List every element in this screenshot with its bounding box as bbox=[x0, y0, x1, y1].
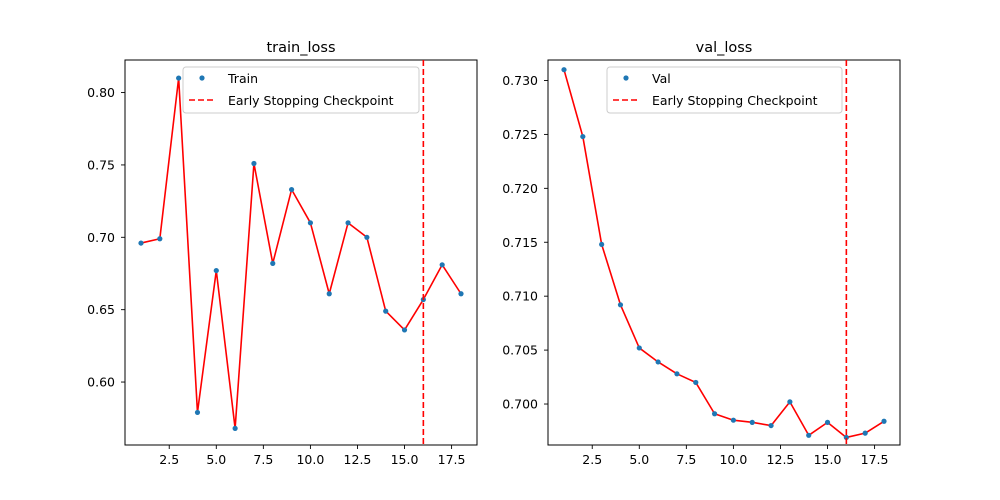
y-tick-label: 0.65 bbox=[87, 302, 115, 317]
legend-box bbox=[182, 66, 420, 114]
y-tick-label: 0.720 bbox=[502, 181, 538, 196]
legend-label: Train bbox=[227, 71, 258, 86]
x-tick-label: 12.5 bbox=[344, 452, 372, 467]
data-point bbox=[364, 234, 370, 240]
x-tick-label: 5.0 bbox=[629, 452, 649, 467]
axes-frame bbox=[124, 59, 478, 446]
data-point bbox=[176, 75, 182, 81]
data-point bbox=[787, 399, 793, 405]
data-point bbox=[383, 308, 389, 314]
data-point bbox=[232, 425, 238, 431]
legend-box bbox=[606, 66, 843, 114]
data-point bbox=[157, 236, 163, 242]
y-tick-label: 0.80 bbox=[87, 85, 115, 100]
y-tick-label: 0.705 bbox=[502, 343, 538, 358]
data-point bbox=[881, 418, 887, 424]
data-point bbox=[138, 240, 144, 246]
legend: Val Early Stopping Checkpoint bbox=[606, 66, 843, 114]
chart-panel-val-loss: val_loss 2.5 5.0 7.5 10.0 12.5 15.0 17.5 0.700 0.… bbox=[502, 40, 901, 467]
x-tick-label: 15.0 bbox=[814, 452, 842, 467]
y-tick-label: 0.700 bbox=[502, 397, 538, 412]
y-tick-label: 0.730 bbox=[502, 73, 538, 88]
legend-marker-points bbox=[623, 75, 629, 81]
data-point bbox=[213, 267, 219, 274]
data-point bbox=[194, 409, 201, 416]
series-line bbox=[563, 69, 885, 439]
x-tick-label: 10.0 bbox=[719, 452, 747, 467]
data-point bbox=[862, 430, 868, 436]
data-point bbox=[345, 220, 351, 226]
data-point bbox=[730, 417, 737, 423]
data-point bbox=[843, 434, 849, 441]
legend: Train Early Stopping Checkpoint bbox=[182, 66, 420, 114]
chart-panel-train-loss: train_loss 2.5 5.0 7.5 10.0 12.5 15.0 17.5 0.60 0… bbox=[87, 40, 478, 467]
x-tick-label: 10.0 bbox=[296, 452, 324, 467]
data-point bbox=[824, 419, 831, 425]
y-tick-label: 0.710 bbox=[502, 289, 538, 304]
x-tick-label: 15.0 bbox=[391, 452, 419, 467]
legend-label: Val bbox=[652, 71, 671, 86]
data-point bbox=[326, 291, 332, 297]
data-point bbox=[636, 345, 642, 351]
y-tick-label: 0.60 bbox=[87, 375, 115, 390]
y-tick-label: 0.725 bbox=[502, 127, 538, 142]
x-tick-label: 5.0 bbox=[206, 452, 226, 467]
x-tick-label: 17.5 bbox=[438, 452, 466, 467]
data-point bbox=[401, 327, 408, 333]
data-point bbox=[458, 291, 464, 297]
legend-label: Early Stopping Checkpoint bbox=[652, 93, 818, 108]
data-point bbox=[674, 371, 680, 377]
legend-marker-points bbox=[199, 75, 205, 81]
axes-frame bbox=[547, 59, 901, 446]
data-point bbox=[561, 67, 567, 73]
data-point bbox=[711, 411, 718, 417]
data-point bbox=[768, 422, 774, 429]
data-point bbox=[288, 186, 295, 193]
data-point bbox=[693, 379, 699, 386]
data-point bbox=[806, 432, 812, 438]
series-line bbox=[140, 77, 462, 430]
x-tick-label: 12.5 bbox=[767, 452, 795, 467]
data-point bbox=[307, 220, 314, 226]
x-tick-label: 7.5 bbox=[676, 452, 696, 467]
x-tick-label: 7.5 bbox=[253, 452, 273, 467]
y-tick-label: 0.75 bbox=[87, 157, 115, 172]
data-point bbox=[655, 359, 661, 365]
chart-title: val_loss bbox=[696, 40, 753, 56]
data-point bbox=[599, 241, 605, 248]
data-point bbox=[580, 133, 586, 140]
data-point bbox=[439, 262, 445, 268]
chart-title: train_loss bbox=[266, 40, 335, 56]
data-point bbox=[749, 419, 755, 425]
x-tick-label: 17.5 bbox=[861, 452, 889, 467]
data-point bbox=[270, 260, 276, 266]
legend-label: Early Stopping Checkpoint bbox=[228, 93, 394, 108]
y-tick-label: 0.715 bbox=[502, 235, 538, 250]
x-tick-label: 2.5 bbox=[582, 452, 602, 467]
data-point bbox=[251, 160, 257, 167]
y-tick-label: 0.70 bbox=[87, 230, 115, 245]
x-tick-label: 2.5 bbox=[159, 452, 179, 467]
data-point bbox=[617, 302, 624, 308]
